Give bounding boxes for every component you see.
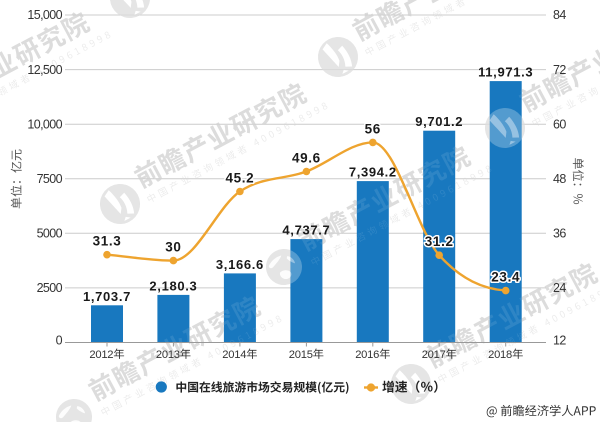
svg-text:2014: 2014 xyxy=(222,349,246,361)
svg-text:4,737.7: 4,737.7 xyxy=(282,223,330,238)
svg-text:31.3: 31.3 xyxy=(93,234,122,249)
svg-text:3,166.6: 3,166.6 xyxy=(216,257,264,272)
svg-text:56: 56 xyxy=(365,121,381,136)
svg-text:23.4: 23.4 xyxy=(491,270,520,285)
svg-text:48: 48 xyxy=(553,172,566,186)
svg-text:24: 24 xyxy=(553,281,566,295)
svg-text:12,500: 12,500 xyxy=(27,63,62,77)
svg-text:2015: 2015 xyxy=(289,349,313,361)
svg-text:2,180.3: 2,180.3 xyxy=(149,278,197,293)
svg-text:2016: 2016 xyxy=(355,349,379,361)
svg-text:72: 72 xyxy=(553,63,566,77)
svg-text:0: 0 xyxy=(56,334,63,348)
svg-text:7,394.2: 7,394.2 xyxy=(349,165,397,180)
svg-text:2500: 2500 xyxy=(37,281,63,295)
svg-text:31.2: 31.2 xyxy=(425,234,454,249)
svg-text:45.2: 45.2 xyxy=(225,171,254,186)
svg-text:7500: 7500 xyxy=(37,172,63,186)
svg-text:2012: 2012 xyxy=(89,349,113,361)
svg-text:36: 36 xyxy=(553,227,566,241)
svg-text:84: 84 xyxy=(553,8,566,22)
svg-text:2018: 2018 xyxy=(488,349,512,361)
svg-text:10,000: 10,000 xyxy=(27,117,62,131)
svg-text:12: 12 xyxy=(553,334,566,348)
svg-text:49.6: 49.6 xyxy=(292,151,321,166)
svg-text:9,701.2: 9,701.2 xyxy=(415,114,463,129)
svg-text:15,000: 15,000 xyxy=(27,8,62,22)
svg-text:5000: 5000 xyxy=(37,227,63,241)
svg-text:30: 30 xyxy=(165,240,181,255)
svg-text:2017: 2017 xyxy=(422,349,446,361)
svg-text:2013: 2013 xyxy=(156,349,180,361)
svg-text:11,971.3: 11,971.3 xyxy=(478,65,533,80)
svg-text:1,703.7: 1,703.7 xyxy=(83,289,131,304)
svg-text:60: 60 xyxy=(553,117,566,131)
